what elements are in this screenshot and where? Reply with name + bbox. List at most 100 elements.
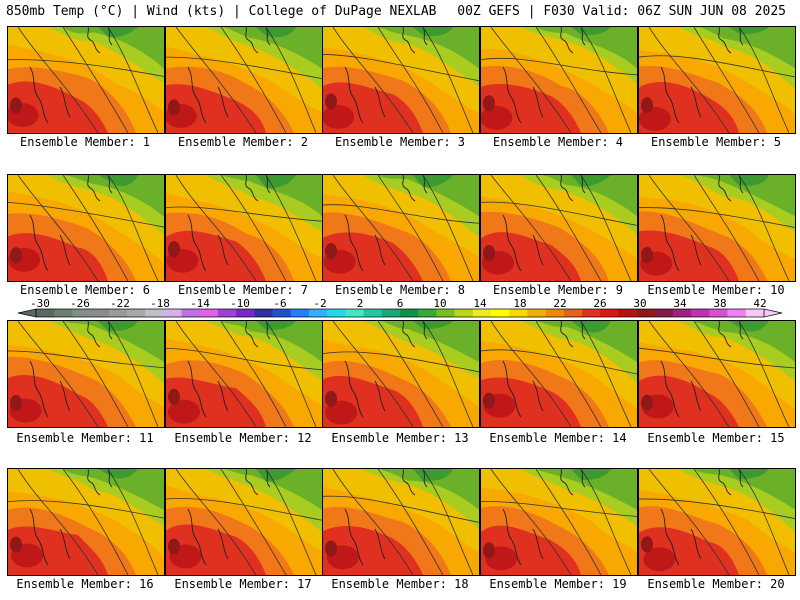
colorbar-swatch	[691, 309, 710, 317]
colorbar-tick-label: -18	[150, 297, 170, 310]
colorbar-tick-label: -14	[190, 297, 210, 310]
colorbar-tick-label: -22	[110, 297, 130, 310]
colorbar-swatch	[309, 309, 328, 317]
colorbar-swatch	[400, 309, 419, 317]
colorbar-swatch	[163, 309, 182, 317]
ensemble-member-label: Ensemble Member: 12	[174, 431, 312, 445]
ensemble-member-map	[638, 26, 796, 134]
ensemble-member-map	[7, 468, 165, 576]
colorbar-swatch	[618, 309, 637, 317]
colorbar-tick-label: 42	[753, 297, 766, 310]
run-valid-time: 00Z GEFS | F030 Valid: 06Z SUN JUN 08 20…	[457, 4, 786, 19]
colorbar-swatch	[582, 309, 601, 317]
boundary-lines	[344, 321, 428, 418]
chart-title: 850mb Temp (°C) | Wind (kts) | College o…	[6, 4, 437, 19]
ensemble-member-label: Ensemble Member: 16	[16, 577, 154, 591]
ensemble-member-label: Ensemble Member: 13	[331, 431, 469, 445]
colorbar-tick-label: 14	[473, 297, 487, 310]
boundary-lines	[660, 27, 744, 124]
ensemble-member-map	[322, 26, 480, 134]
colorbar-tick-label: 6	[397, 297, 404, 310]
temperature-field	[481, 469, 637, 575]
ensemble-member-label: Ensemble Member: 2	[177, 135, 309, 149]
ensemble-member-map	[322, 320, 480, 428]
ensemble-member-map	[638, 174, 796, 282]
colorbar-swatch	[673, 309, 692, 317]
colorbar-swatch	[36, 309, 55, 317]
boundary-lines	[344, 175, 428, 272]
colorbar-tick-label: 38	[713, 297, 726, 310]
boundary-lines	[187, 321, 271, 418]
boundary-lines	[502, 321, 586, 418]
temperature-field	[8, 175, 164, 281]
colorbar-swatch	[654, 309, 674, 317]
colorbar-swatch	[727, 309, 747, 317]
colorbar-swatch	[254, 309, 273, 317]
ensemble-member-map	[480, 468, 638, 576]
colorbar-swatch	[509, 309, 528, 317]
colorbar-tick-label: -2	[313, 297, 326, 310]
ensemble-member-map	[7, 320, 165, 428]
colorbar-swatch	[600, 309, 619, 317]
colorbar-swatch	[527, 309, 546, 317]
colorbar-tick-label: 26	[593, 297, 606, 310]
colorbar-swatch	[54, 309, 73, 317]
colorbar-swatch	[72, 309, 91, 317]
ensemble-member-label: Ensemble Member: 5	[650, 135, 782, 149]
colorbar-swatch	[145, 309, 164, 317]
temperature-field	[323, 469, 479, 575]
boundary-lines	[344, 469, 428, 566]
colorbar-swatch	[108, 309, 128, 317]
ensemble-member-map	[165, 26, 323, 134]
colorbar-swatch	[381, 309, 401, 317]
colorbar-swatch	[345, 309, 364, 317]
colorbar-tick-label: -6	[273, 297, 286, 310]
temperature-field	[481, 175, 637, 281]
colorbar-tick-label: -26	[70, 297, 90, 310]
colorbar-swatch	[218, 309, 237, 317]
colorbar-swatch	[636, 309, 656, 317]
colorbar-swatch	[236, 309, 255, 317]
colorbar-tick-label: -30	[30, 297, 50, 310]
boundary-lines	[29, 469, 113, 566]
ensemble-member-label: Ensemble Member: 9	[492, 283, 624, 297]
ensemble-member-label: Ensemble Member: 19	[489, 577, 627, 591]
ensemble-member-label: Ensemble Member: 1	[19, 135, 151, 149]
colorbar-swatch	[127, 309, 146, 317]
boundary-lines	[660, 321, 744, 418]
ensemble-member-label: Ensemble Member: 3	[334, 135, 466, 149]
colorbar-swatch	[545, 309, 565, 317]
boundary-lines	[187, 469, 271, 566]
ensemble-member-label: Ensemble Member: 11	[16, 431, 154, 445]
colorbar-swatch	[199, 309, 219, 317]
ensemble-member-label: Ensemble Member: 18	[331, 577, 469, 591]
ensemble-member-label: Ensemble Member: 10	[647, 283, 785, 297]
ensemble-member-map	[480, 174, 638, 282]
temperature-field	[166, 469, 322, 575]
ensemble-member-map	[638, 320, 796, 428]
ensemble-member-map	[322, 468, 480, 576]
ensemble-member-label: Ensemble Member: 6	[19, 283, 151, 297]
colorbar-swatch	[418, 309, 437, 317]
boundary-lines	[502, 175, 586, 272]
temperature-field	[639, 469, 795, 575]
colorbar-tick-label: 10	[433, 297, 446, 310]
colorbar-tick-label: 18	[513, 297, 526, 310]
ensemble-member-map	[165, 174, 323, 282]
temperature-field	[8, 469, 164, 575]
boundary-lines	[29, 175, 113, 272]
colorbar-swatch	[472, 309, 492, 317]
temperature-field	[639, 175, 795, 281]
boundary-lines	[344, 27, 428, 124]
ensemble-member-label: Ensemble Member: 14	[489, 431, 627, 445]
colorbar-swatch	[491, 309, 510, 317]
boundary-lines	[502, 469, 586, 566]
colorbar-swatch	[181, 309, 201, 317]
ensemble-member-map	[638, 468, 796, 576]
temperature-field	[323, 27, 479, 133]
colorbar-tick-label: 30	[633, 297, 646, 310]
colorbar-swatch	[327, 309, 346, 317]
temperature-field	[323, 321, 479, 427]
temperature-field	[639, 27, 795, 133]
boundary-lines	[660, 469, 744, 566]
